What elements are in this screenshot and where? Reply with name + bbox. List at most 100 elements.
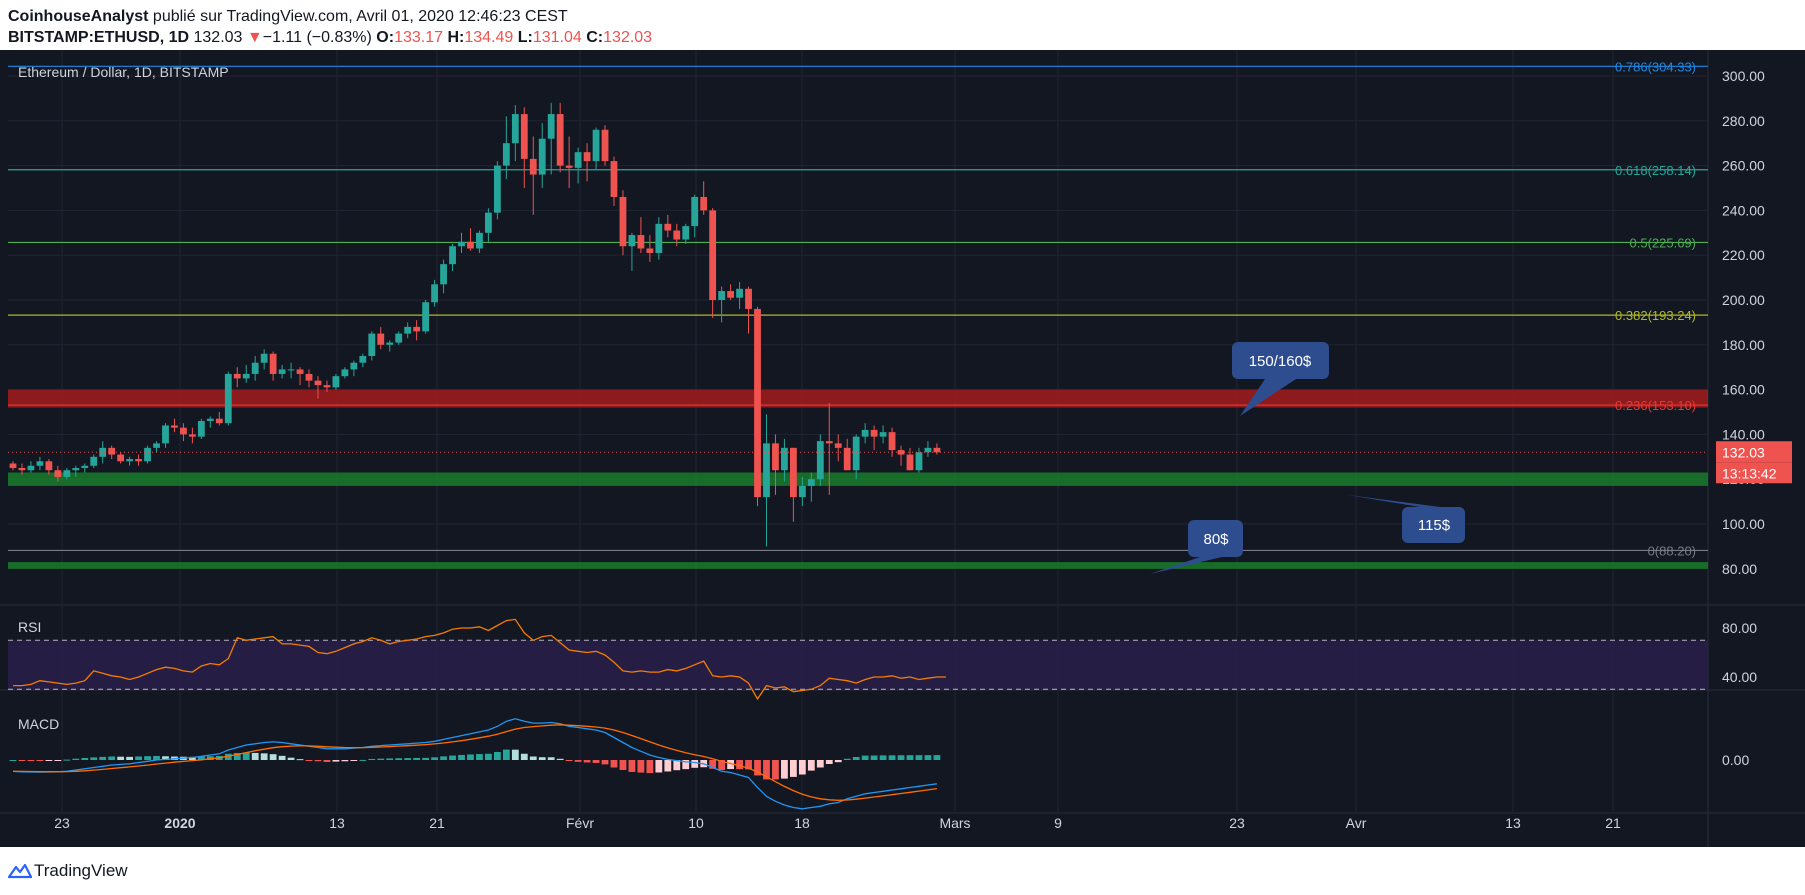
macd-histogram-bar [798,760,806,775]
macd-histogram-bar [547,757,555,760]
fib-level-label: 0.382(193.24) [1615,308,1696,323]
candle-body [99,447,107,457]
candle-body [440,264,447,285]
macd-histogram-bar [520,753,528,760]
candle-body [162,425,169,444]
candle-body [736,288,743,298]
high-label: H: [447,29,465,46]
macd-histogram-bar [395,758,403,760]
callout-pointer [1150,557,1222,574]
macd-histogram-bar [718,760,726,771]
candle-body [915,452,923,471]
last-price: 132.03 [193,29,243,46]
candle-body [108,447,116,455]
candle-body [404,326,412,334]
macd-histogram-bar [933,755,941,760]
candle-body [296,369,304,374]
callout-pointer [1240,379,1296,416]
candle-body [27,465,35,471]
candle-body [798,485,806,498]
candle-body [81,465,89,468]
macd-histogram-bar [260,753,268,760]
candle-body [63,470,71,477]
macd-histogram-bar [36,760,44,761]
candle-body [816,441,824,480]
change-arrow-icon: ▼ [246,29,263,46]
price-chart[interactable]: 0.786(304.33) 0.618(258.14) 0.5(225.69) 0.3… [0,50,1805,847]
macd-histogram-bar [556,758,564,760]
macd-histogram-bar [54,760,62,761]
candle-body [476,232,483,249]
macd-histogram-bar [682,760,690,770]
macd-histogram-bar [664,760,672,772]
candle-body [485,212,492,233]
macd-histogram-bar [9,760,17,761]
macd-histogram-bar [350,760,358,761]
macd-histogram-bar [377,758,385,760]
candle-body [287,369,295,371]
author-name[interactable]: CoinhouseAnalyst [8,8,149,25]
candle-body [54,470,62,477]
callout-pointer [1348,495,1440,507]
candle-body [870,429,878,437]
symbol[interactable]: BITSTAMP:ETHUSD, 1D [8,29,190,46]
time-axis-tick: 23 [54,815,70,831]
time-axis-tick: Mars [939,815,970,831]
macd-histogram-bar [538,757,546,760]
candle-body [655,223,663,253]
callout-text: 115$ [1418,517,1451,534]
macd-histogram-bar [870,755,878,760]
candle-body [583,152,591,162]
callout-text: 80$ [1203,531,1229,548]
macd-axis-tick: 0.00 [1722,752,1749,768]
callout-box[interactable] [1402,507,1465,543]
candle-body [700,196,708,211]
macd-histogram-bar [565,760,573,762]
candle-body [592,129,600,162]
candle-body [144,447,151,462]
macd-label: MACD [18,716,59,732]
macd-histogram-bar [476,754,483,760]
published-text: publié sur TradingView.com, Avril 01, 20… [148,8,568,25]
callout-box[interactable] [1232,342,1329,379]
macd-histogram-bar [449,755,456,760]
price-axis-tick: 180.00 [1722,337,1765,353]
tradingview-logo-icon [8,863,32,879]
macd-histogram-bar [233,753,241,760]
macd-histogram-bar [251,752,259,760]
candle-body [682,226,690,240]
macd-histogram-bar [754,760,761,776]
macd-histogram-bar [610,760,618,768]
macd-histogram-bar [601,760,609,765]
countdown-tag-text: 13:13:42 [1722,465,1777,481]
brand-name[interactable]: TradingView [34,861,128,880]
candle-body [377,333,385,345]
candle-body [772,443,779,471]
macd-histogram-bar [852,757,860,760]
time-axis-tick: Avr [1346,815,1367,831]
last-price-tag [1716,441,1792,463]
price-axis-tick: 80.00 [1722,561,1757,577]
macd-histogram-bar [386,758,394,760]
candle-body [727,291,734,298]
macd-histogram-bar [834,760,842,763]
time-axis-tick: 21 [1605,815,1621,831]
macd-histogram-bar [63,759,71,761]
price-axis-tick: 240.00 [1722,202,1765,218]
candle-body [197,420,205,437]
macd-histogram-bar [296,759,304,761]
macd-histogram-bar [197,756,205,760]
last-price-tag-text: 132.03 [1722,444,1765,460]
macd-histogram-bar [368,758,376,760]
candle-body [781,447,788,471]
macd-histogram-bar [709,760,717,769]
macd-histogram-bar [897,755,905,760]
low-value: 131.04 [532,29,582,46]
candle-body [126,459,134,462]
macd-histogram-bar [422,757,430,760]
candle-body [511,114,519,144]
callout-box[interactable] [1188,520,1243,557]
time-axis-tick: 18 [794,815,810,831]
candle-body [90,456,98,466]
candle-body [834,443,842,448]
